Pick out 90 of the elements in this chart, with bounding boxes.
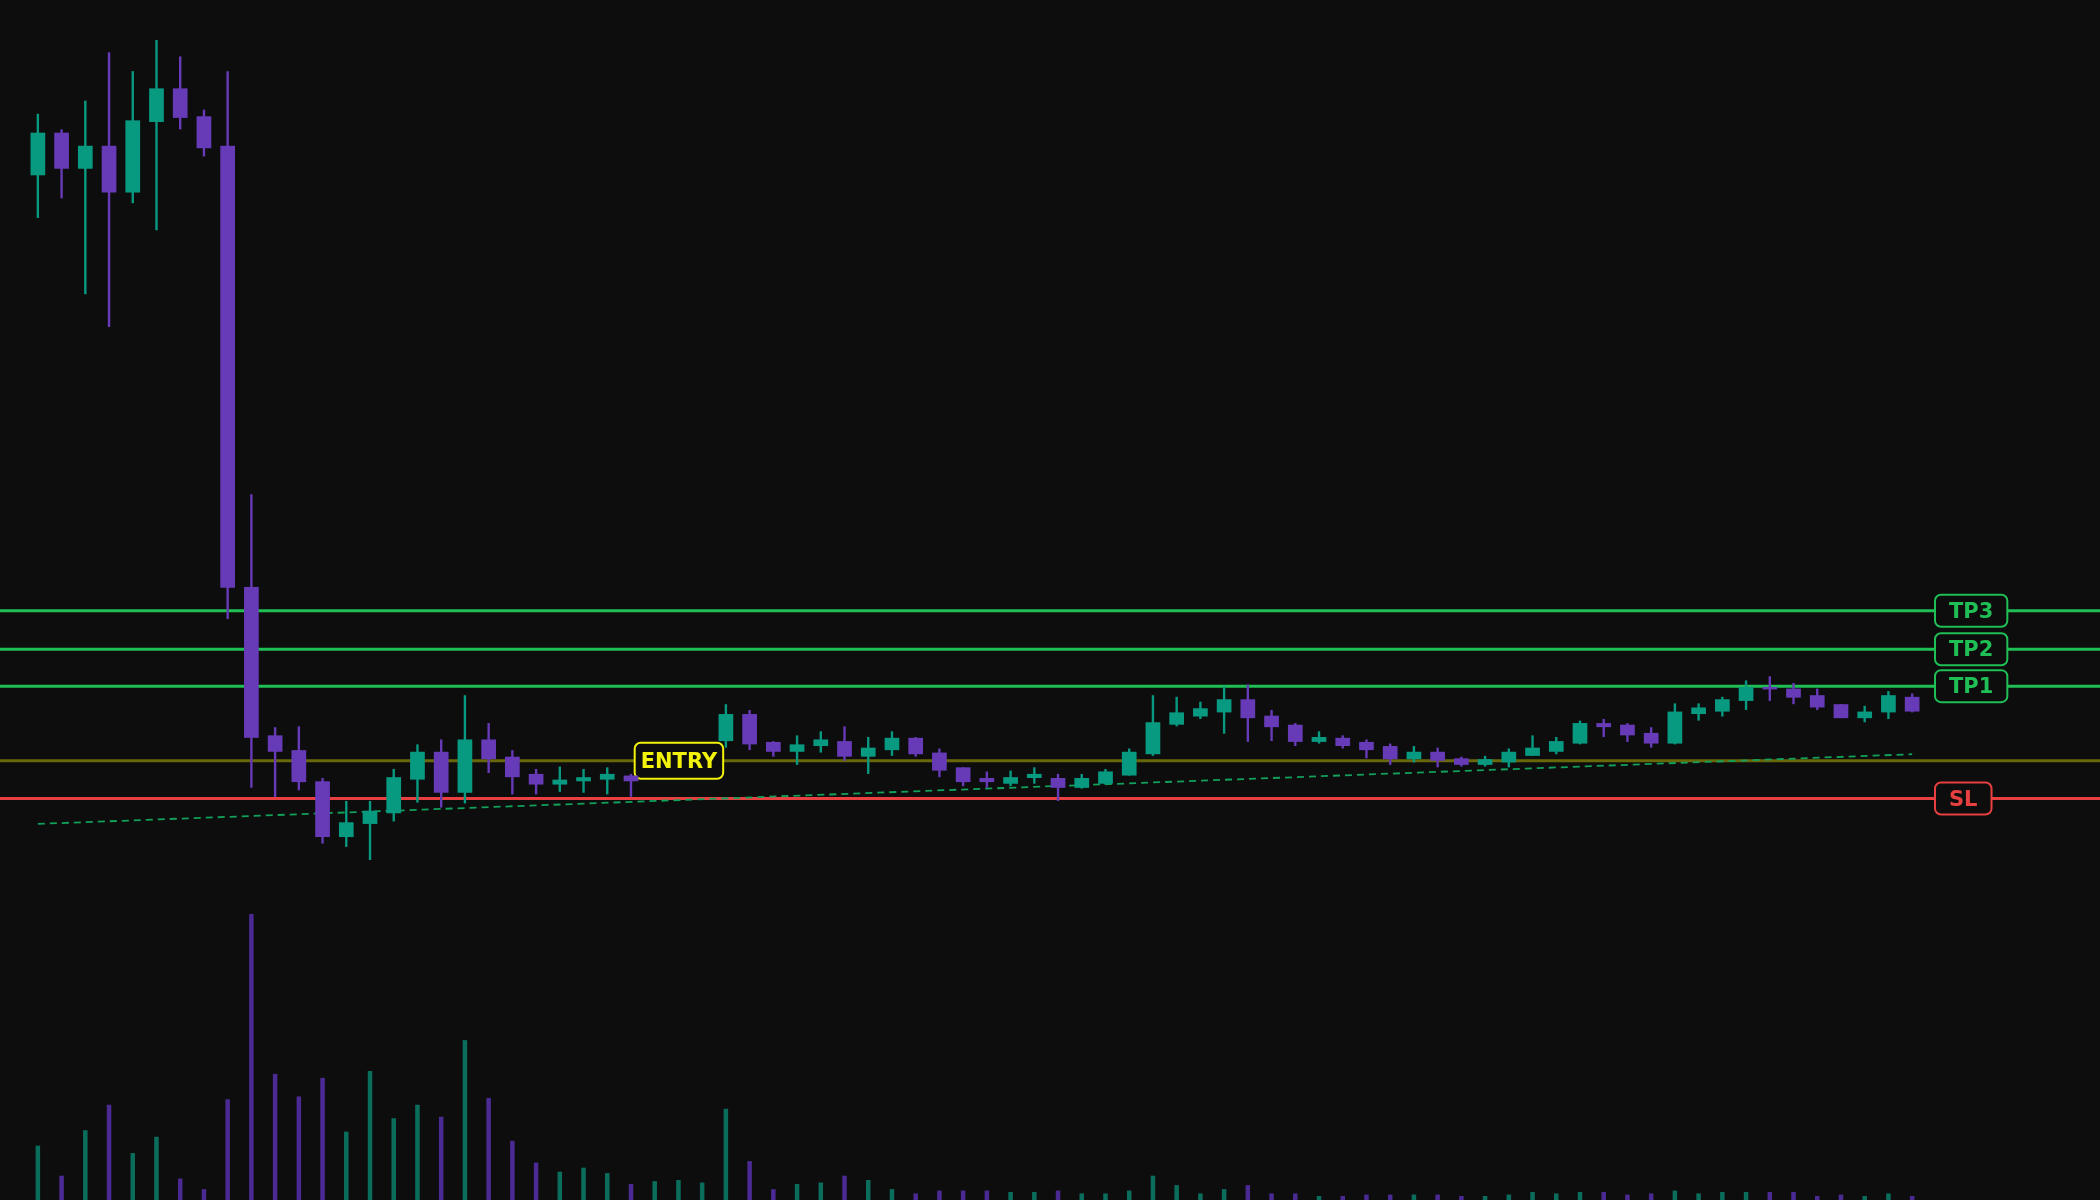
bar [889,1189,895,1200]
candlestick [955,766,971,788]
candlestick [932,747,947,779]
bar [510,1140,515,1200]
candlestick [837,725,852,762]
bar [676,1179,681,1200]
candlestick [1881,689,1896,721]
ref-line-label: TP1 [1949,674,1994,699]
bar [1648,1193,1654,1200]
bar [225,1099,230,1200]
ref-line-label: TP2 [1949,637,1994,662]
bar [1364,1194,1369,1200]
bar [1245,1185,1251,1200]
bar [1554,1193,1559,1200]
bar [1293,1193,1298,1200]
bar [154,1136,159,1200]
bar [83,1130,88,1200]
ref-line-label: SL [1949,786,1978,811]
bar [344,1131,349,1200]
candlestick [1620,721,1635,744]
bar [1032,1191,1037,1200]
bar [1221,1189,1227,1200]
candlestick [860,735,876,776]
bar [1269,1193,1274,1200]
bar [1008,1191,1013,1200]
bar [1079,1193,1085,1200]
candlestick [813,730,829,754]
bar [1340,1196,1345,1200]
bar [415,1104,420,1200]
bar [1862,1196,1867,1200]
bar [913,1193,918,1200]
bar [486,1097,491,1200]
bar [842,1175,847,1200]
candlestick [1809,687,1825,712]
candlestick [1359,738,1374,760]
bar [1198,1193,1203,1200]
candlestick [77,99,93,296]
candlestick [576,767,591,794]
bar [1720,1191,1725,1200]
candlestick [338,799,354,849]
bar [1530,1191,1535,1200]
candlestick [884,730,900,758]
candlestick [552,765,568,794]
bar [1174,1185,1179,1200]
candlestick [1596,717,1612,739]
candlestick [1430,746,1445,769]
candlestick [1287,721,1303,748]
bar [747,1161,752,1200]
bar [1886,1193,1891,1200]
bar [1601,1191,1606,1200]
ref-line-label: ENTRY [640,748,718,773]
bar [320,1077,325,1200]
bar [249,914,254,1200]
candlestick [528,767,544,796]
bar [652,1181,657,1200]
candlestick [908,735,924,758]
candlestick [1643,725,1659,749]
candlestick [789,734,805,767]
candlestick [1169,695,1185,728]
candlestick [1121,747,1137,777]
candlestick [1216,684,1232,735]
candlestick [1240,683,1256,744]
candlestick [481,721,496,775]
ref-line-label: TP3 [1949,598,1994,623]
bar [1435,1194,1440,1200]
bar [201,1189,207,1200]
candlestick [1738,679,1754,712]
bar [1696,1193,1701,1200]
candlestick [1050,772,1066,803]
bar [1103,1193,1108,1200]
bar [1791,1191,1796,1200]
bar [771,1189,776,1200]
candlestick [1525,734,1540,758]
bar [1459,1196,1464,1200]
candlestick [267,725,283,799]
bar [605,1173,610,1200]
bar [581,1167,586,1200]
candlestick [599,766,615,796]
bar [937,1190,942,1200]
candlestick [505,748,520,796]
candlestick [1786,681,1801,706]
candlestick [1714,695,1730,718]
bar [59,1175,64,1200]
candlestick [1264,708,1279,743]
candlestick [1382,742,1398,767]
candlestick [362,799,378,862]
candlestick [1501,747,1517,769]
candlestick [1026,766,1042,785]
bar [1625,1194,1630,1200]
bar [391,1118,396,1200]
